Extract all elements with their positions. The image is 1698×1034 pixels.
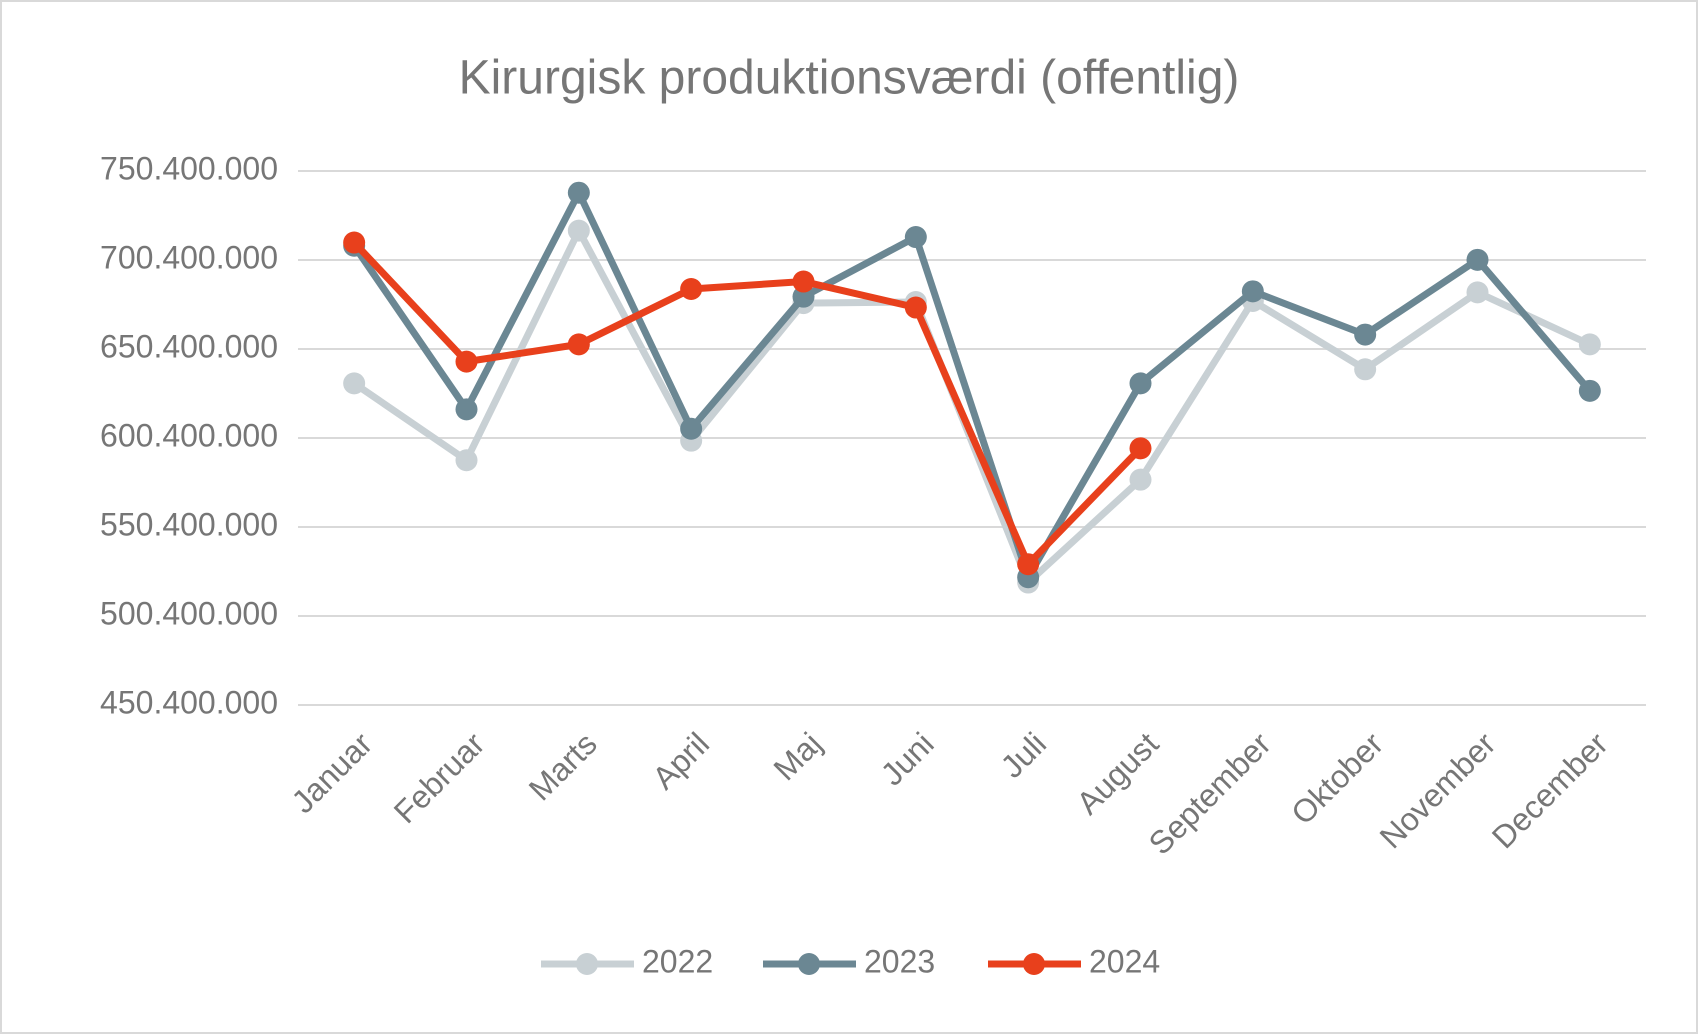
data-point [567,181,590,204]
data-point [455,449,478,472]
data-point [1241,280,1264,303]
data-point [1354,323,1377,346]
legend-label: 2023 [864,943,935,979]
data-point [904,226,927,249]
y-tick-label: 750.400.000 [100,150,278,186]
data-point [792,285,815,308]
data-point [680,278,703,301]
data-point [567,333,590,356]
data-point [904,296,927,319]
data-point [792,270,815,293]
legend-marker [798,953,820,975]
y-tick-label: 500.400.000 [100,595,278,631]
data-point [343,231,366,254]
series-line [351,240,1144,568]
data-point [1129,468,1152,491]
y-tick-label: 450.400.000 [100,684,278,720]
data-point [1466,281,1489,304]
legend-marker [576,953,598,975]
data-point [567,219,590,242]
data-point [455,398,478,421]
chart-title: Kirurgisk produktionsværdi (offentlig) [459,52,1240,105]
data-point [1354,358,1377,381]
data-point [1578,333,1601,356]
data-point [455,350,478,373]
y-tick-label: 600.400.000 [100,417,278,453]
y-tick-label: 650.400.000 [100,328,278,364]
y-tick-label: 700.400.000 [100,239,278,275]
data-point [1017,553,1040,576]
data-point [1129,437,1152,460]
series-line [351,189,1593,581]
data-point [1578,379,1601,402]
data-point [343,372,366,395]
legend-marker [1023,953,1045,975]
y-tick-label: 550.400.000 [100,506,278,542]
data-point [1466,248,1489,271]
legend-label: 2024 [1089,943,1160,979]
legend-label: 2022 [642,943,713,979]
data-point [1129,372,1152,395]
data-point [680,417,703,440]
